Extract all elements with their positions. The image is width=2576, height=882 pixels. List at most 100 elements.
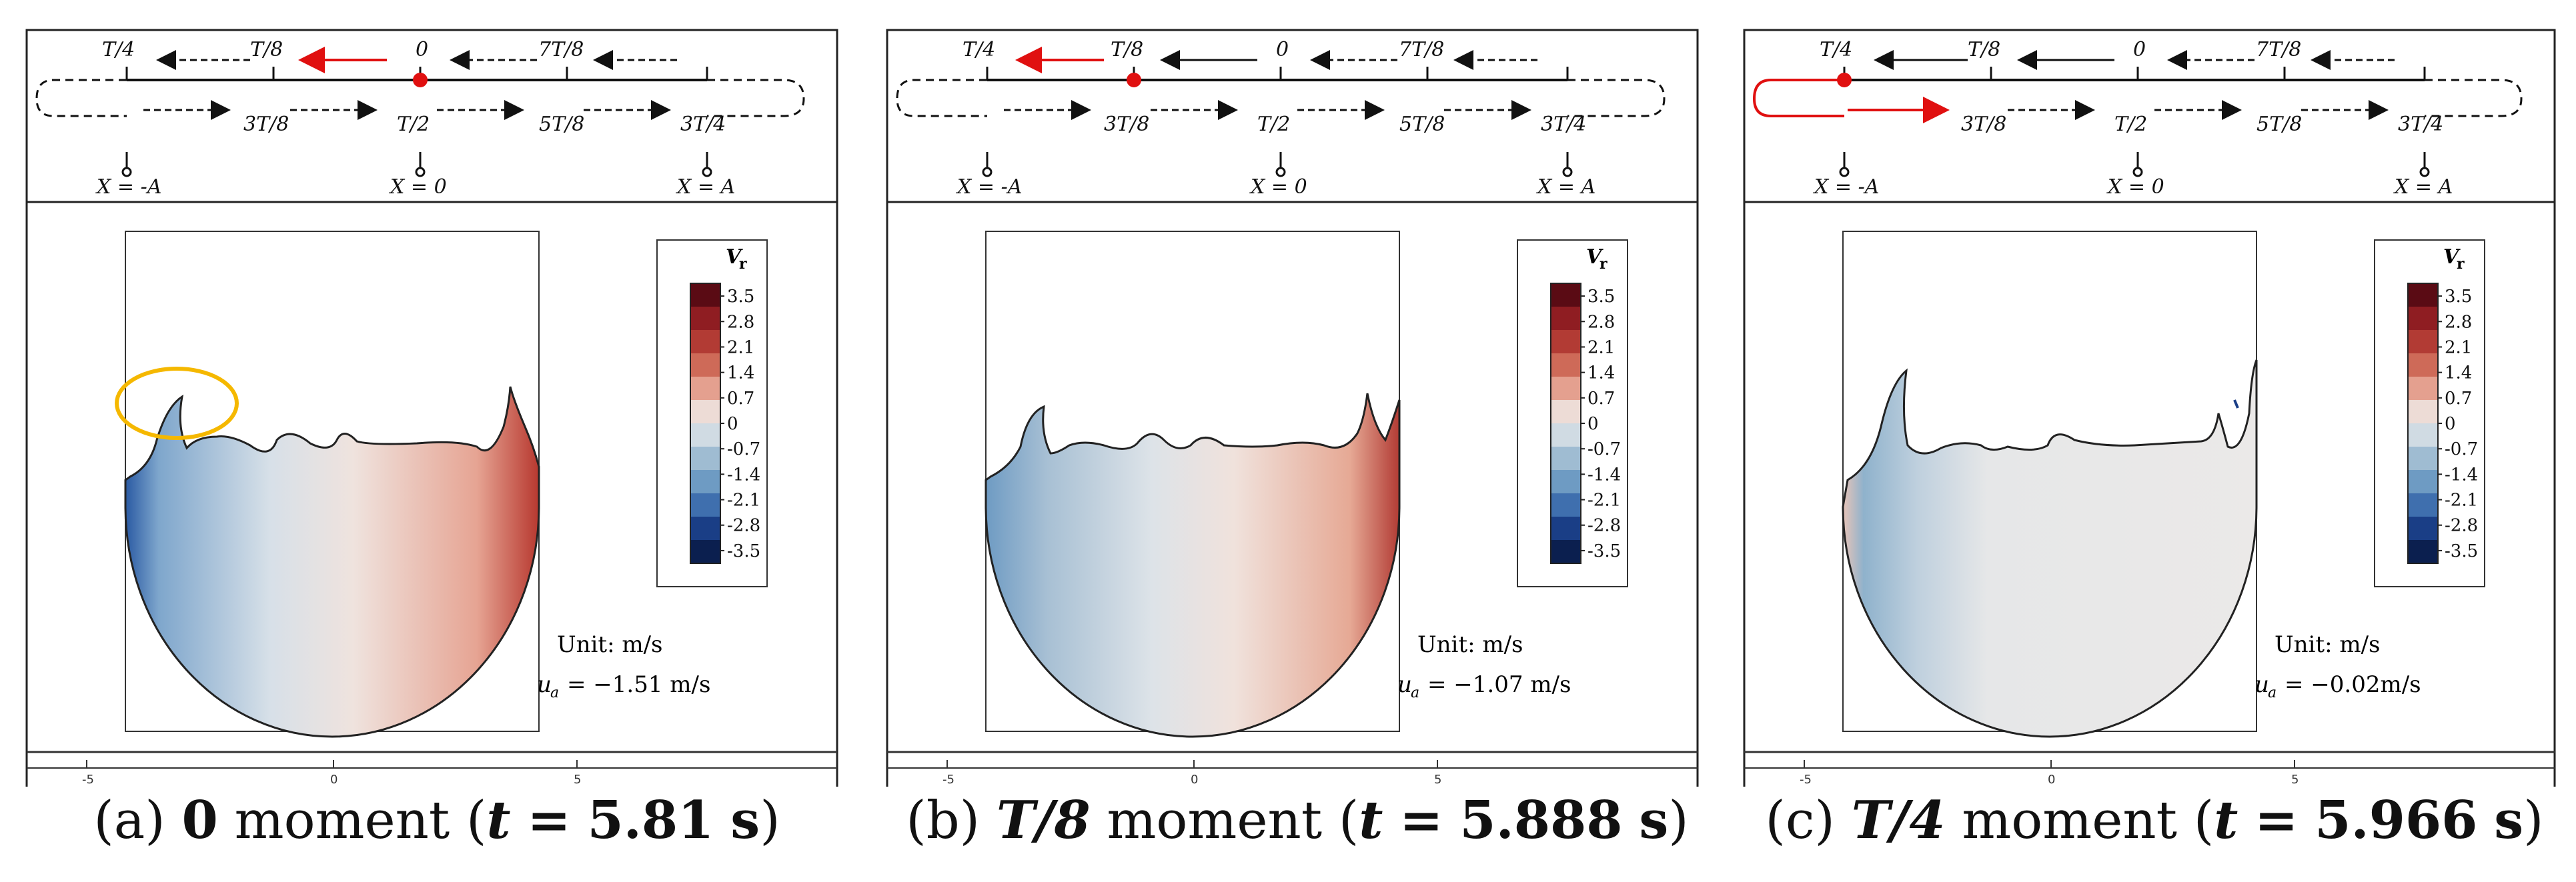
- position-marker: [413, 73, 428, 87]
- axis-tick-neg5: -5: [82, 773, 94, 787]
- colorbar-tick-label: -2.8: [2445, 516, 2478, 536]
- colorbar-tick-label: 3.5: [1587, 287, 1615, 307]
- colorbar-tick-label: 2.1: [1587, 337, 1615, 357]
- colorbar-tick-label: -2.8: [727, 516, 760, 536]
- colorbar-scale: 3.5 2.8 2.1 1.4 0.7 0 -0.7 -1.4 -2.1 -2.8 -3.5: [1550, 283, 1621, 564]
- colorbar-tick-label: -0.7: [1587, 439, 1621, 459]
- label-x-0: X = 0: [1249, 175, 1307, 199]
- colorbar-swatch: [690, 470, 720, 494]
- label-x-0: X = 0: [2106, 175, 2164, 199]
- colorbar-tick-label: -1.4: [727, 465, 760, 485]
- ua-sub: a: [1411, 685, 1419, 701]
- ua-symbol: u: [537, 671, 552, 698]
- colorbar-tick-label: 0: [727, 414, 738, 434]
- label-x-0: X = 0: [389, 175, 447, 199]
- colorbar-swatch: [690, 330, 720, 354]
- label-t8: T/8: [1968, 38, 2000, 61]
- colorbar-swatch: [1551, 353, 1581, 377]
- colorbar-swatch: [2408, 330, 2438, 354]
- colorbar-swatch: [2408, 540, 2438, 564]
- colorbar-tick-label: 0.7: [2445, 389, 2472, 409]
- caption-t-unit: s: [2494, 790, 2524, 851]
- label-t2: T/2: [397, 113, 430, 136]
- colorbar-swatch: [2408, 307, 2438, 331]
- caption-a: (a) 0 moment (t = 5.81 s): [93, 790, 780, 851]
- panel-b-figure: T/4 T/8 0 7T/8 3T/8 T/2 5T/8 3T/4 X = -A…: [886, 29, 1699, 787]
- panel-c-figure: T/4 T/8 0 7T/8 3T/8 T/2 5T/8 3T/4 X = -A…: [1743, 29, 2556, 787]
- ua-value: = −0.02m/s: [2285, 671, 2421, 698]
- colorbar-swatch: [690, 377, 720, 401]
- caption-moment-word: moment: [234, 791, 450, 851]
- panel-c: T/4 T/8 0 7T/8 3T/8 T/2 5T/8 3T/4 X = -A…: [1741, 0, 2568, 882]
- colorbar-tick-label: -2.8: [1587, 516, 1621, 536]
- axis-tick-5: 5: [1434, 773, 1441, 787]
- fluid-region: [124, 386, 540, 738]
- position-marker: [1837, 73, 1852, 87]
- label-x-neg: X = -A: [956, 175, 1022, 199]
- colorbar-swatch: [2408, 400, 2438, 424]
- label-7t8: 7T/8: [538, 38, 584, 61]
- caption-t-value: 5.81: [587, 790, 714, 851]
- colorbar-swatch: [1551, 493, 1581, 517]
- colorbar-swatch: [2408, 377, 2438, 401]
- colorbar-tick-label: 0.7: [1587, 389, 1615, 409]
- label-t2: T/2: [2114, 113, 2147, 136]
- label-t4: T/4: [102, 38, 135, 61]
- caption-letter: (a): [93, 791, 165, 851]
- caption-t-value: 5.888: [1459, 790, 1623, 851]
- label-x-neg: X = -A: [95, 175, 161, 199]
- colorbar-tick-label: 2.8: [1587, 312, 1615, 332]
- caption-t-unit: s: [730, 790, 760, 851]
- label-0: 0: [416, 38, 428, 61]
- label-t4: T/4: [1820, 38, 1852, 61]
- panel-a: T/4 T/8 0 7T/8 3T/8 T/2 5T/8 3T/4 X = -A…: [23, 0, 850, 882]
- colorbar-swatch: [1551, 330, 1581, 354]
- colorbar-scale: 3.5 2.8 2.1 1.4 0.7 0 -0.7 -1.4 -2.1 -2.8 -3.5: [2407, 283, 2478, 564]
- ua-value: = −1.51 m/s: [567, 671, 710, 698]
- ua-value: = −1.07 m/s: [1427, 671, 1571, 698]
- colorbar-tick-label: 3.5: [727, 287, 754, 307]
- colorbar-title-sub: r: [1599, 255, 1607, 273]
- colorbar-swatch: [690, 307, 720, 331]
- colorbar-tick-label: 2.1: [727, 337, 754, 357]
- colorbar-swatch: [1551, 470, 1581, 494]
- unit-text: Unit: m/s: [557, 631, 663, 658]
- label-3t4: 3T/4: [680, 113, 726, 136]
- caption-moment: T/4: [1851, 790, 1946, 851]
- axis-tick-neg5: -5: [942, 773, 954, 787]
- fluid-region: [985, 393, 1401, 738]
- colorbar-swatch: [690, 493, 720, 517]
- colorbar-tick-label: -2.1: [2445, 491, 2478, 511]
- colorbar-tick-label: 0: [1587, 414, 1599, 434]
- colorbar-swatch: [690, 353, 720, 377]
- label-5t8: 5T/8: [539, 113, 584, 136]
- axis-tick-0: 0: [1191, 773, 1198, 787]
- axis-tick-5: 5: [2291, 773, 2299, 787]
- colorbar-title-sub: r: [739, 255, 747, 273]
- colorbar-tick-label: 1.4: [2445, 363, 2472, 383]
- caption-moment: T/8: [996, 790, 1091, 851]
- colorbar-tick-label: -2.1: [1587, 491, 1621, 511]
- colorbar-scale: 3.5 2.8 2.1 1.4 0.7 0 -0.7 -1.4 -2.1 -2.8 -3.5: [690, 283, 760, 564]
- ua-symbol: u: [2255, 671, 2269, 698]
- label-7t8: 7T/8: [2256, 38, 2301, 61]
- colorbar-swatch: [690, 517, 720, 541]
- colorbar-swatch: [2408, 470, 2438, 494]
- colorbar-swatch: [1551, 540, 1581, 564]
- fluid-region: [1842, 359, 2258, 738]
- label-x-pos: X = A: [1536, 175, 1595, 199]
- caption-letter: (c): [1765, 791, 1835, 851]
- colorbar-title: V: [2443, 245, 2461, 269]
- label-t2: T/2: [1257, 113, 1290, 136]
- caption-letter: (b): [906, 791, 981, 851]
- colorbar-swatch: [1551, 400, 1581, 424]
- colorbar-tick-label: -0.7: [727, 439, 760, 459]
- axis-tick-5: 5: [574, 773, 581, 787]
- label-3t8: 3T/8: [1104, 113, 1149, 136]
- colorbar-swatch: [1551, 377, 1581, 401]
- colorbar-tick-label: -1.4: [2445, 465, 2478, 485]
- label-t8: T/8: [1111, 38, 1143, 61]
- label-5t8: 5T/8: [1399, 113, 1445, 136]
- colorbar-title: V: [1586, 245, 1603, 269]
- label-7t8: 7T/8: [1399, 38, 1444, 61]
